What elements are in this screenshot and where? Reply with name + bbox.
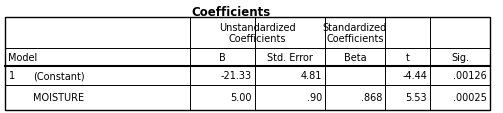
Text: MOISTURE: MOISTURE (33, 93, 84, 103)
Text: -21.33: -21.33 (221, 71, 252, 81)
Text: Sig.: Sig. (451, 53, 469, 62)
Text: Coefficients: Coefficients (192, 6, 271, 19)
Text: -4.44: -4.44 (402, 71, 427, 81)
Text: 5.53: 5.53 (405, 93, 427, 103)
Text: .00126: .00126 (453, 71, 487, 81)
Text: .90: .90 (307, 93, 322, 103)
Text: .868: .868 (361, 93, 382, 103)
Text: 5.00: 5.00 (230, 93, 252, 103)
Text: 4.81: 4.81 (301, 71, 322, 81)
Text: Unstandardized
Coefficients: Unstandardized Coefficients (219, 22, 296, 44)
Text: (Constant): (Constant) (33, 71, 85, 81)
Text: t: t (405, 53, 409, 62)
Text: 1: 1 (9, 71, 15, 81)
Text: Std. Error: Std. Error (267, 53, 313, 62)
Bar (5, 18, 490, 110)
Text: Model: Model (8, 53, 37, 62)
Text: B: B (219, 53, 226, 62)
Text: .00025: .00025 (453, 93, 487, 103)
Text: Standardized
Coefficients: Standardized Coefficients (323, 22, 387, 44)
Text: Beta: Beta (344, 53, 366, 62)
